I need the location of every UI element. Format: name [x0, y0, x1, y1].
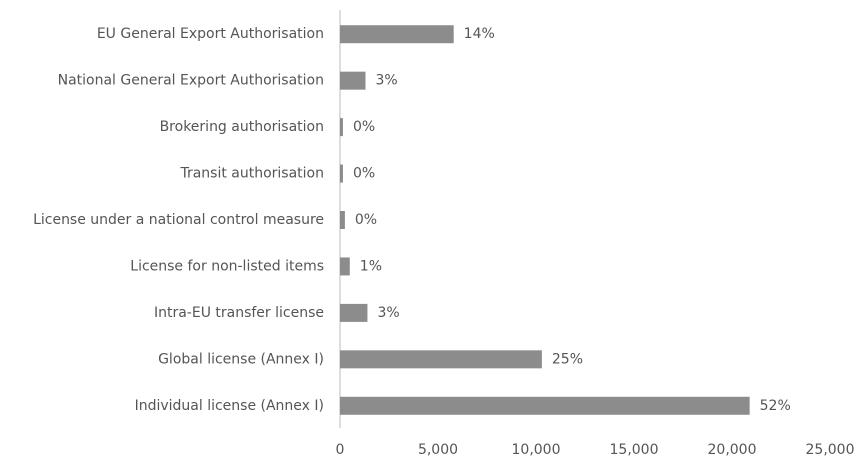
- value-label: 0%: [353, 166, 375, 182]
- y-tick-label: Transit authorisation: [179, 166, 324, 182]
- value-label: 0%: [353, 119, 375, 135]
- x-tick-label: 0: [336, 442, 345, 458]
- y-tick-label: National General Export Authorisation: [58, 73, 324, 89]
- bar: [340, 257, 350, 276]
- value-label: 0%: [355, 212, 377, 228]
- bar: [340, 164, 343, 183]
- value-label: 1%: [360, 258, 382, 274]
- bar: [340, 211, 345, 229]
- x-tick-label: 15,000: [610, 442, 659, 458]
- x-tick-label: 5,000: [418, 442, 458, 458]
- value-label: 25%: [552, 351, 583, 367]
- bar: [340, 303, 368, 322]
- y-tick-label: License for non-listed items: [130, 258, 324, 274]
- bar: [340, 118, 343, 137]
- y-tick-label: Brokering authorisation: [160, 119, 324, 135]
- value-label: 52%: [760, 398, 791, 414]
- value-label: 3%: [375, 73, 397, 89]
- bar: [340, 396, 750, 415]
- y-tick-label: EU General Export Authorisation: [97, 26, 324, 42]
- bar: [340, 71, 366, 90]
- value-label: 3%: [377, 305, 399, 321]
- x-tick-label: 20,000: [708, 442, 757, 458]
- bar: [340, 25, 454, 44]
- bar: [340, 350, 542, 369]
- value-label: 14%: [464, 26, 495, 42]
- y-tick-label: Global license (Annex I): [158, 351, 324, 367]
- y-tick-label: Intra-EU transfer license: [154, 305, 324, 321]
- x-tick-label: 25,000: [806, 442, 855, 458]
- x-tick-label: 10,000: [512, 442, 561, 458]
- y-tick-label: Individual license (Annex I): [135, 398, 324, 414]
- y-tick-label: License under a national control measure: [33, 212, 324, 228]
